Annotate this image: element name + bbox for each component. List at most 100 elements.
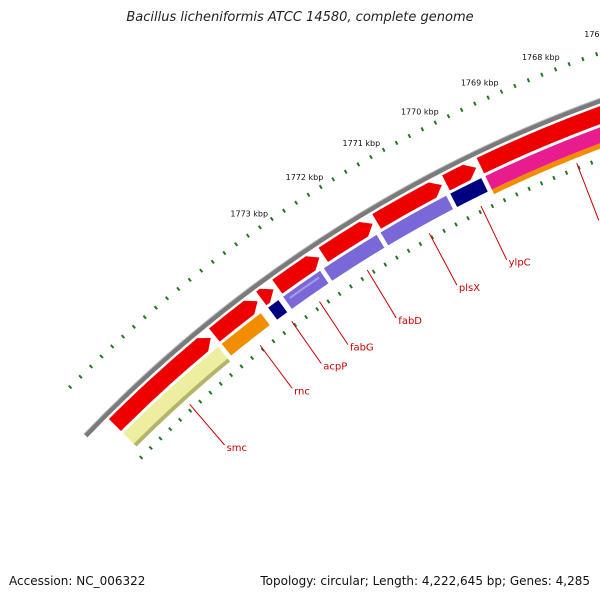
kbp-label: 1771 kbp — [343, 139, 381, 148]
gene-label-rnc[interactable]: rnc — [294, 386, 310, 397]
feature-layer — [123, 127, 600, 447]
backbone-highlight — [83, 97, 600, 435]
ruler-tick — [234, 242, 239, 247]
topology-text: Topology: circular; Length: 4,222,645 bp… — [260, 574, 590, 588]
leader-fabD — [366, 269, 397, 319]
inner-ruler-tick — [178, 417, 183, 422]
cds-arrow-8 — [476, 106, 600, 174]
ruler-tick — [394, 140, 399, 146]
ruler-tick — [176, 286, 181, 292]
ruler-tick — [540, 72, 544, 77]
ruler-tick — [381, 147, 386, 153]
inner-ruler-tick — [502, 197, 507, 203]
inner-ruler-tick — [198, 399, 203, 404]
ruler-tick — [318, 184, 323, 190]
cds-arrow-5 — [318, 221, 373, 262]
inner-ruler-tick — [552, 175, 556, 181]
ruler-tick — [420, 127, 425, 132]
gene-band-plsX — [380, 195, 454, 246]
ruler-tick — [199, 268, 204, 273]
gene-label-fabD[interactable]: fabD — [398, 316, 422, 327]
inner-ruler-tick — [577, 165, 581, 170]
inner-ruler-tick — [337, 291, 342, 297]
inner-ruler-tick — [218, 381, 223, 386]
ruler-tick — [294, 200, 299, 205]
ruler-tick — [513, 83, 517, 89]
leader-smc — [189, 403, 225, 446]
ruler-tick — [257, 225, 262, 230]
gene-band-ylpC — [450, 178, 488, 207]
inner-ruler-tick — [271, 339, 276, 344]
gene-band-fabD — [323, 234, 385, 281]
gene-band-rnc — [221, 313, 270, 356]
ruler-tick — [331, 177, 336, 182]
genome-title: Bacillus licheniformis ATCC 14580, compl… — [126, 10, 474, 25]
ruler-tick — [120, 334, 126, 339]
ruler-tick — [88, 364, 94, 369]
inner-ruler-tick — [454, 222, 458, 227]
inner-ruler-tick — [430, 235, 435, 240]
ruler-tick — [306, 192, 311, 197]
leader-recG — [576, 162, 600, 221]
inner-ruler-tick — [148, 445, 153, 451]
inner-ruler-tick — [250, 355, 255, 361]
ruler-tick — [210, 259, 215, 264]
gene-band-recG — [485, 127, 600, 190]
ruler-tick — [369, 154, 373, 160]
ruler-tick — [446, 113, 451, 119]
ruler-tick — [356, 162, 361, 167]
gene-label-plsX[interactable]: plsX — [459, 283, 480, 294]
kbp-label: 1770 kbp — [401, 107, 439, 116]
ruler-tick — [567, 61, 571, 67]
label-layer: sdaAArecGylpCplsXfabDfabGacpPrncsmc — [189, 162, 600, 454]
ruler-tick — [222, 250, 227, 256]
inner-ruler-tick — [293, 322, 298, 328]
ruler-tick — [595, 51, 599, 57]
cds-arrow-6 — [372, 182, 442, 229]
ruler-tick — [142, 315, 147, 320]
inner-ruler-tick — [527, 186, 531, 192]
tick-layer: 1764 kbp1765 kbp1766 kbp1767 kbp1768 kbp… — [68, 30, 600, 460]
inner-ruler-tick — [478, 209, 482, 215]
gene-label-ylpC[interactable]: ylpC — [509, 258, 531, 269]
gene-label-acpP[interactable]: acpP — [323, 362, 347, 373]
inner-ruler-tick — [418, 241, 423, 247]
inner-ruler-tick — [158, 436, 163, 441]
inner-ruler-tick — [360, 276, 365, 282]
inner-ruler-tick — [229, 372, 234, 378]
inner-ruler-tick — [564, 170, 569, 175]
cds-arrow-3 — [256, 288, 274, 306]
accession-text: Accession: NC_006322 — [9, 574, 146, 588]
inner-ruler-tick — [395, 255, 399, 260]
inner-ruler-tick — [282, 330, 287, 336]
kbp-label: 1768 kbp — [522, 53, 560, 62]
inner-ruler-tick — [442, 228, 446, 234]
inner-ruler-tick — [515, 192, 519, 197]
gene-label-smc[interactable]: smc — [227, 443, 247, 454]
gene-label-fabG[interactable]: fabG — [350, 343, 374, 354]
cds-arrow-1 — [108, 337, 211, 431]
ruler-tick — [99, 354, 104, 359]
ruler-tick — [581, 56, 585, 62]
ruler-tick — [131, 324, 136, 329]
ruler-tick — [153, 305, 158, 310]
inner-ruler-tick — [466, 215, 470, 221]
inner-ruler-tick — [490, 203, 495, 209]
inner-ruler-tick — [371, 269, 376, 275]
ruler-tick — [499, 89, 504, 94]
inner-ruler-tick — [188, 408, 193, 413]
ruler-tick — [68, 384, 73, 390]
kbp-label: 1769 kbp — [461, 79, 499, 88]
ruler-tick — [269, 216, 274, 222]
leader-fabG — [319, 301, 349, 345]
cds-arrow-4 — [272, 256, 320, 294]
cds-layer — [108, 106, 600, 431]
gene-band-smc-underline — [133, 358, 231, 447]
inner-ruler-tick — [348, 284, 353, 289]
cds-arrow-2 — [209, 300, 258, 342]
kbp-label: 1772 kbp — [286, 173, 324, 182]
leader-plsX — [428, 233, 458, 286]
inner-ruler-tick — [383, 262, 388, 267]
cds-arrow-7 — [442, 164, 477, 191]
